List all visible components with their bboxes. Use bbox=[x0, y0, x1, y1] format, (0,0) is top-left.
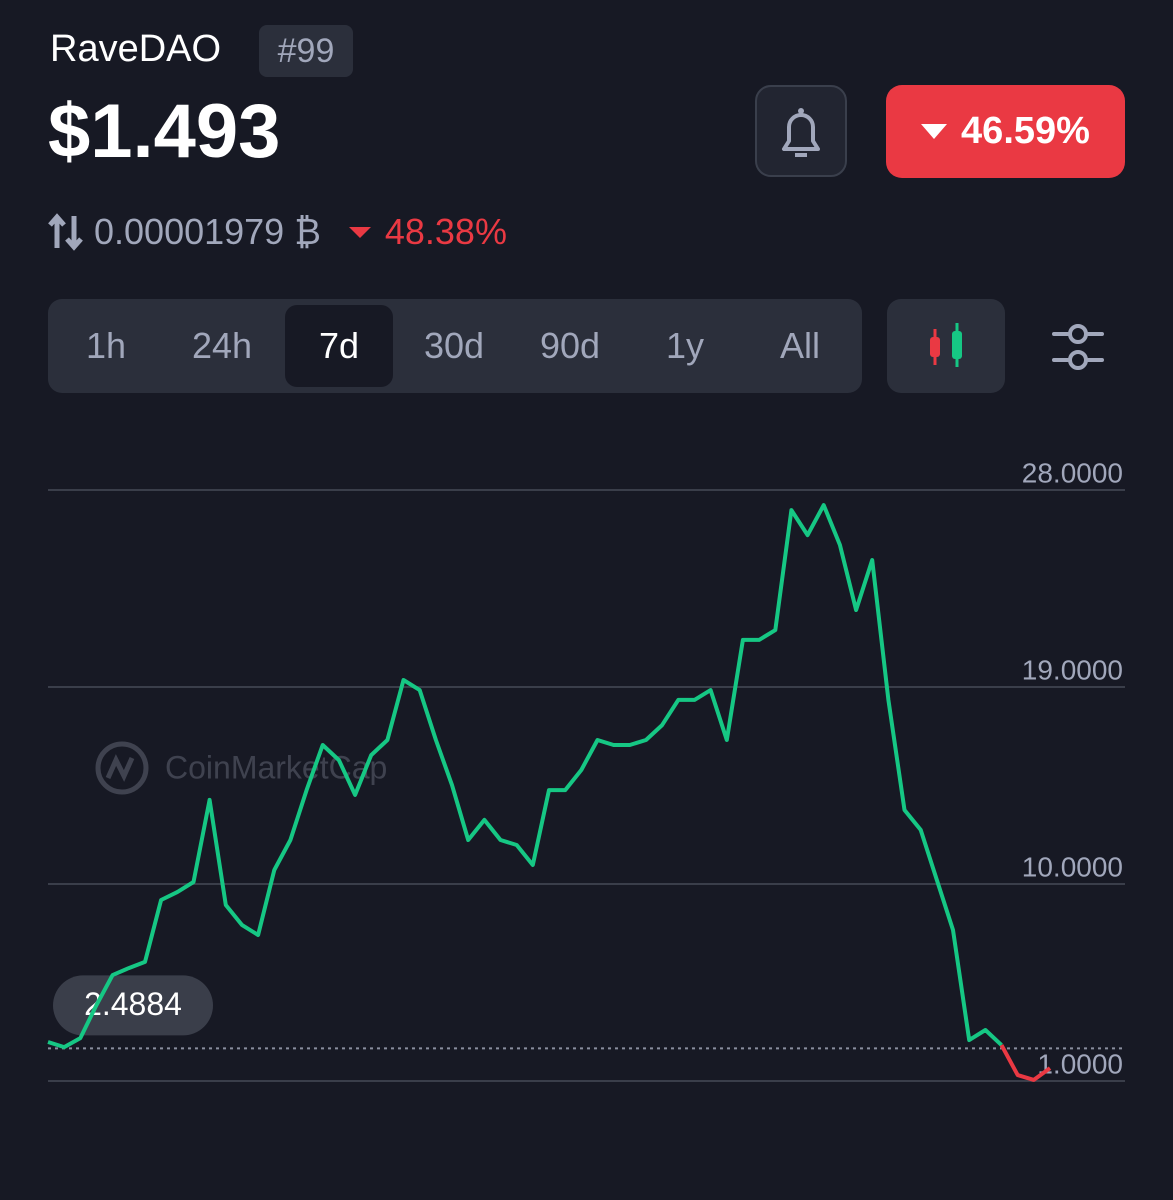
settings-icon[interactable] bbox=[1048, 320, 1108, 374]
reference-label: 2.4884 bbox=[84, 986, 182, 1022]
btc-change: 48.38% bbox=[384, 211, 507, 252]
change-value: 46.59% bbox=[961, 110, 1090, 152]
rank-badge: #99 bbox=[259, 25, 353, 77]
price-line bbox=[47, 503, 1003, 1050]
swap-icon bbox=[48, 213, 83, 251]
bell-icon bbox=[782, 108, 820, 157]
price: $1.493 bbox=[48, 89, 281, 174]
watermark: CoinMarketCap bbox=[95, 741, 387, 795]
coin-name: RaveDAO bbox=[50, 28, 222, 70]
range-tab[interactable]: 30d bbox=[423, 325, 485, 366]
y-tick-label: 1.0000 bbox=[1037, 1048, 1123, 1079]
btc-price: 0.00001979 ₿ bbox=[94, 211, 321, 252]
range-tab[interactable]: 1y bbox=[665, 325, 705, 366]
range-tab[interactable]: 1h bbox=[85, 325, 127, 366]
price-line bbox=[999, 1044, 1052, 1082]
candle-button[interactable] bbox=[887, 299, 1005, 393]
y-tick-label: 19.0000 bbox=[1022, 654, 1123, 685]
y-tick-label: 10.0000 bbox=[1022, 851, 1123, 882]
btc-row: 0.00001979 ₿ 48.38% bbox=[48, 208, 507, 256]
reference-label-bg bbox=[53, 975, 213, 1036]
range-tab[interactable]: 90d bbox=[539, 325, 601, 366]
watermark-text: CoinMarketCap bbox=[165, 749, 387, 785]
down-arrow bbox=[921, 123, 948, 139]
range-tabs: 1h 24h 7d 30d 90d 1y All bbox=[48, 299, 862, 393]
candle-icon bbox=[930, 323, 962, 367]
down-arrow bbox=[348, 227, 371, 238]
range-tab[interactable]: All bbox=[779, 325, 820, 366]
range-tab[interactable]: 7d bbox=[285, 305, 393, 387]
range-tab[interactable]: 24h bbox=[191, 325, 253, 366]
change-badge: 46.59% bbox=[886, 85, 1125, 178]
y-tick-label: 28.0000 bbox=[1022, 457, 1123, 488]
alert-button[interactable] bbox=[755, 85, 847, 177]
